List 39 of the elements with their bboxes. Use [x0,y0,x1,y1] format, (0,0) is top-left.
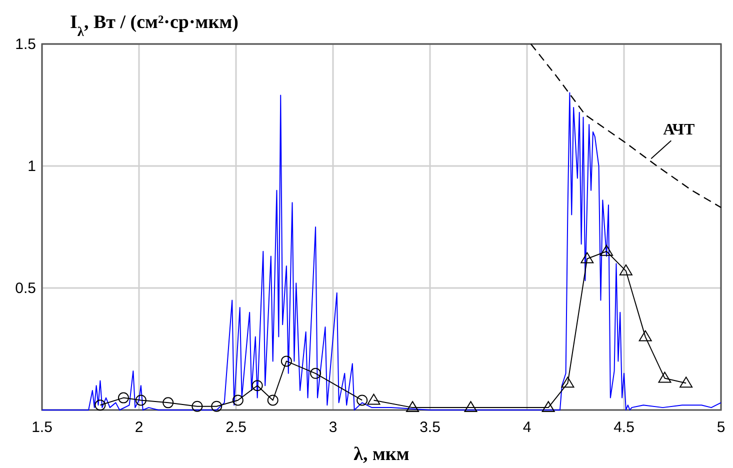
point [600,244,614,256]
point [267,394,278,406]
point [542,401,555,412]
point [464,401,478,412]
x-tick-label: 2.5 [226,419,246,436]
point [580,252,594,264]
point [280,356,292,367]
point [192,400,203,412]
x-tick-label: 3.5 [420,419,440,436]
point [406,401,420,412]
point [638,330,652,342]
line-series [530,43,722,208]
x-tick-label: 4.5 [614,419,634,436]
x-tick-label: 5 [716,419,726,436]
point [680,376,693,388]
y-tick-label: 1.5 [15,36,36,53]
y-tick-label: 0.5 [15,280,36,297]
x-axis-title: λ, мкм [354,444,410,465]
point [94,400,106,411]
point [561,376,574,388]
point [658,372,672,383]
x-tick-label: 4 [522,419,532,436]
point [310,368,322,379]
y-axis-title: I$_{λ}$, Вт / (см²·ср·мкм) [70,12,238,38]
line-series [42,92,722,410]
point [211,400,222,412]
point [162,397,174,408]
y-tick-label: 1 [28,158,36,175]
x-tick-label: 3 [328,419,338,436]
point [356,394,368,406]
point [118,392,129,404]
x-tick-label: 1.5 [32,419,52,436]
annotation: АЧТ [663,122,696,139]
point [619,264,632,276]
point [232,394,244,406]
point [367,394,380,405]
x-tick-label: 2 [134,419,144,436]
point [252,380,263,392]
point [135,394,146,406]
